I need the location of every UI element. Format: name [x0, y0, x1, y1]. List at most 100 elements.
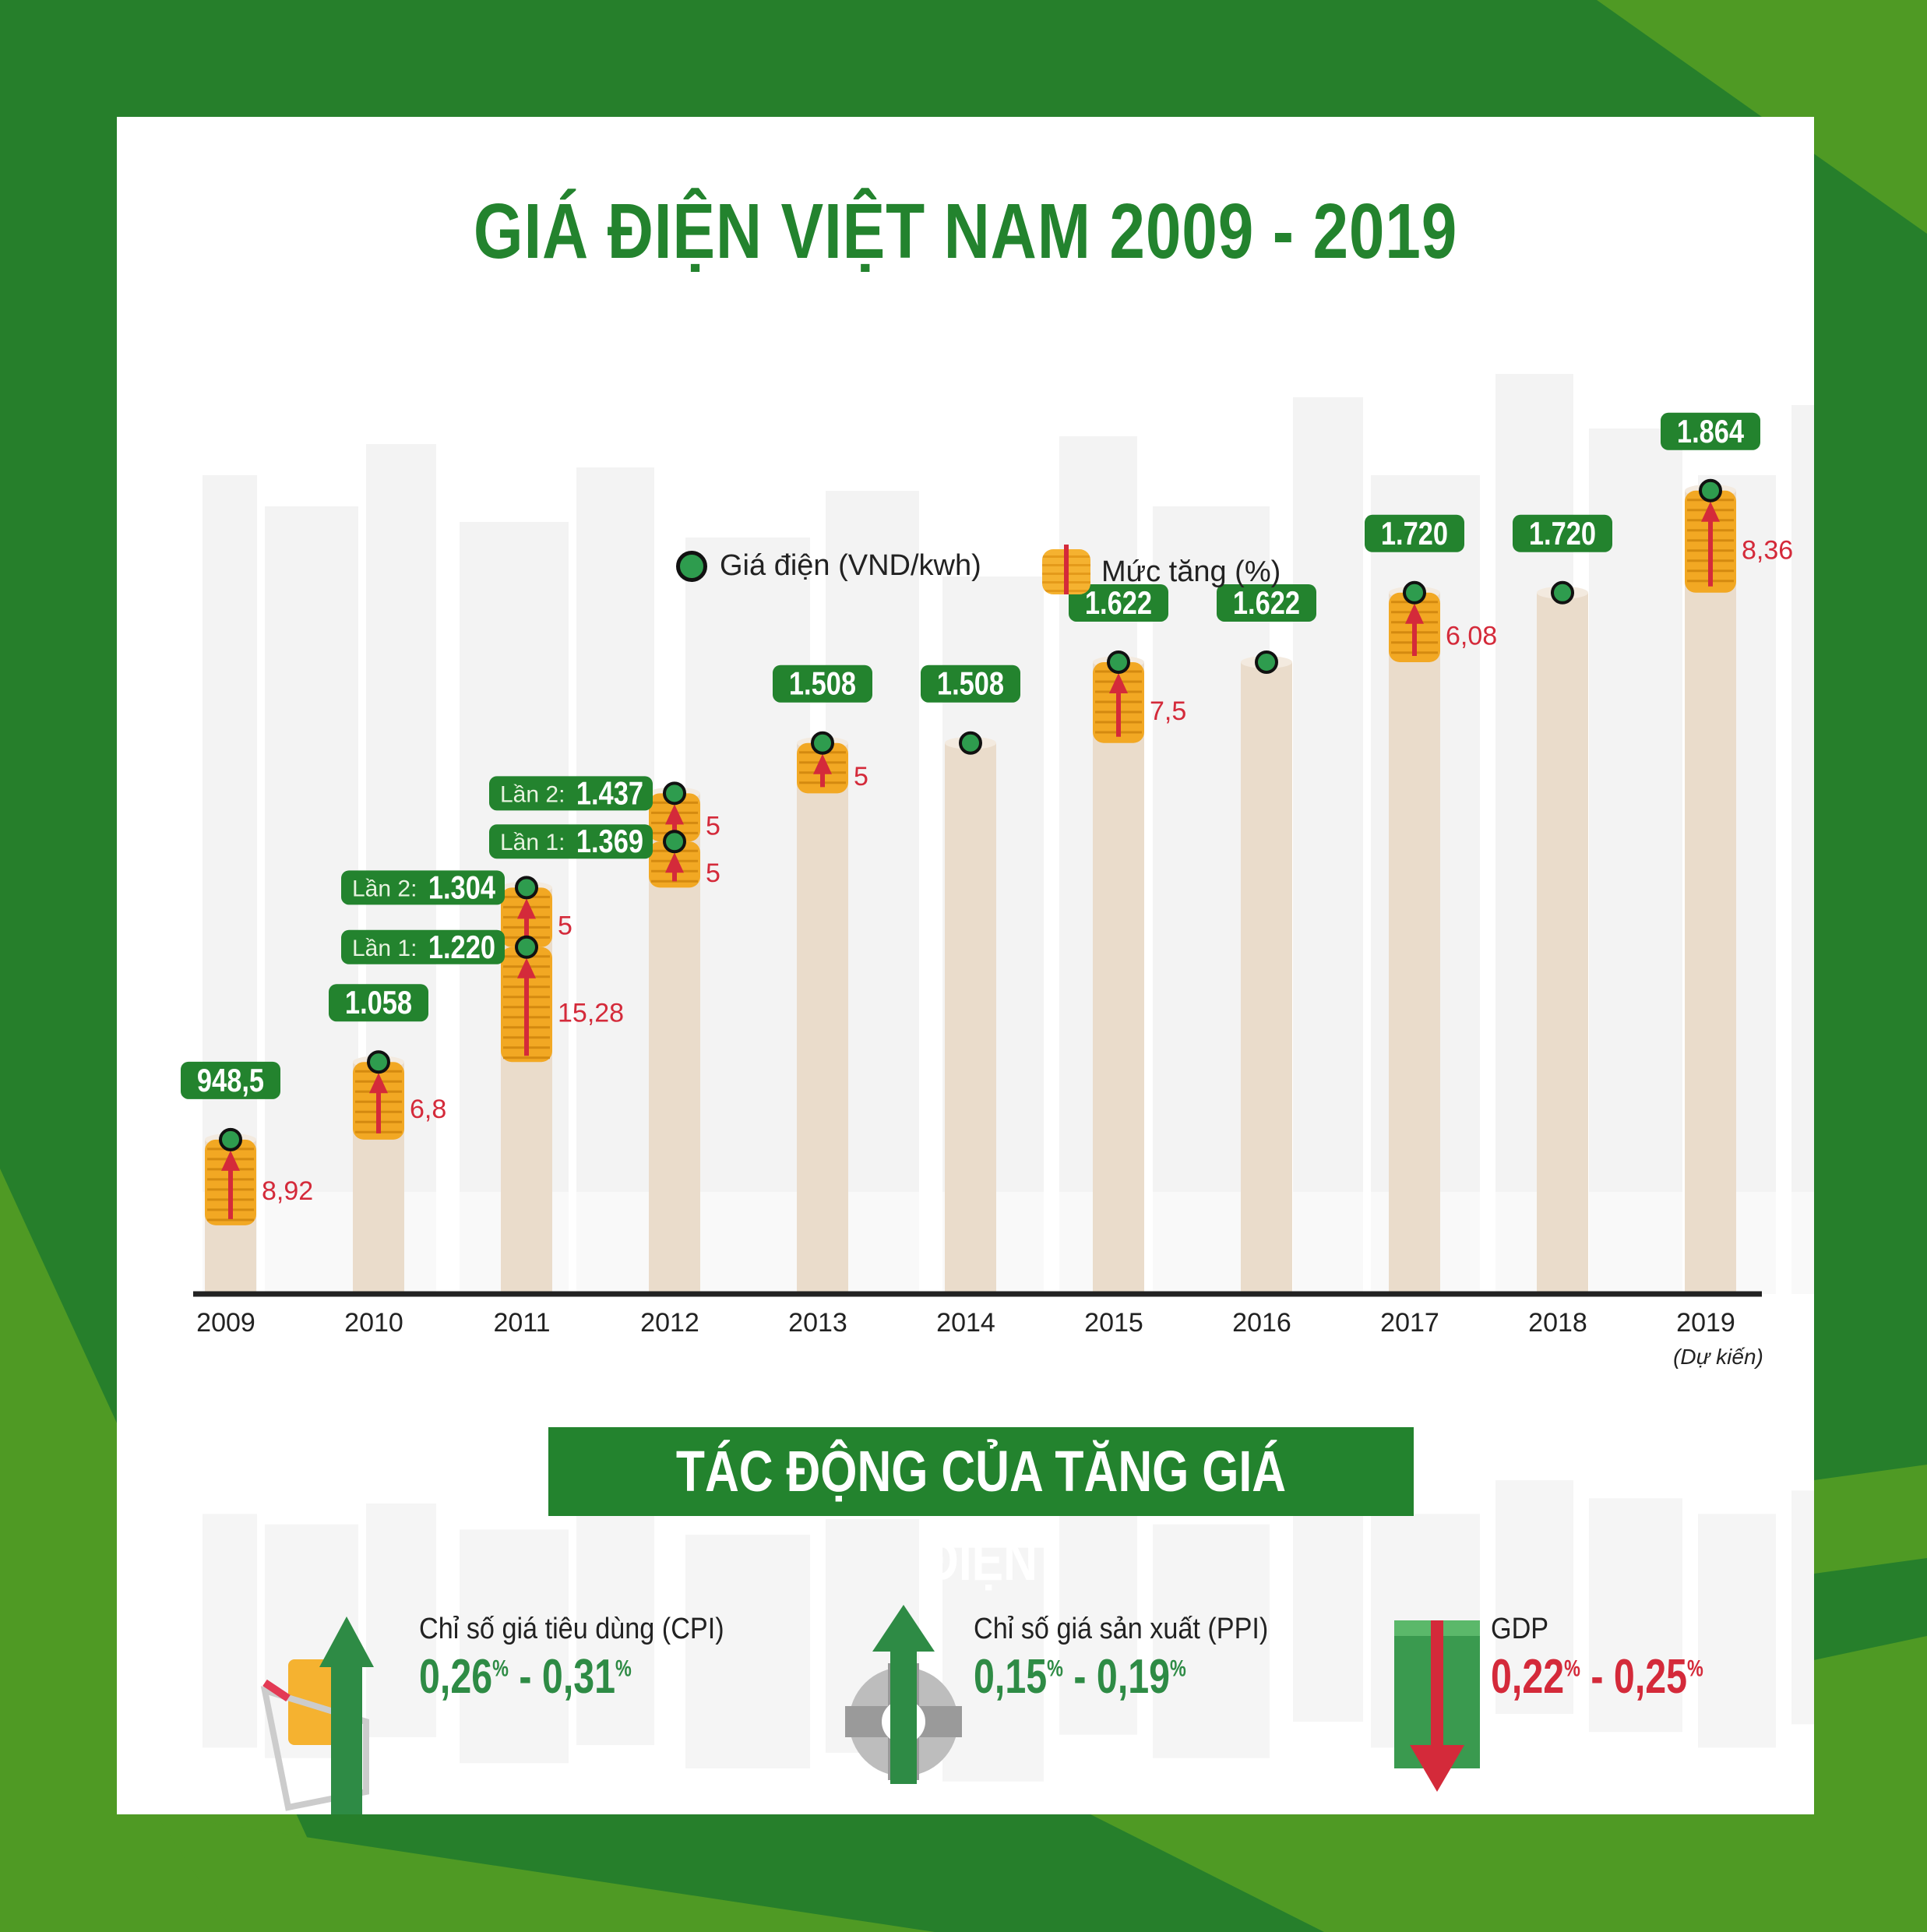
impact-label: Chỉ số giá tiêu dùng (CPI) — [419, 1613, 724, 1645]
price-label-2015: 1.622 — [1085, 585, 1152, 622]
increase-arrowhead — [517, 898, 536, 919]
price-label-2017: 1.720 — [1381, 516, 1448, 552]
price-dot-2013 — [811, 731, 834, 755]
skyline-building — [1589, 428, 1682, 1294]
price-dot-2015 — [1107, 650, 1130, 674]
skyline-building — [1698, 1514, 1776, 1748]
skyline-building — [685, 538, 810, 1294]
x-tick-2017: 2017 — [1380, 1308, 1439, 1338]
x-tick-2016: 2016 — [1232, 1308, 1291, 1338]
price-label-2019: 1.864 — [1677, 414, 1745, 450]
skyline-building — [1791, 1490, 1814, 1725]
skyline-building — [576, 1511, 654, 1745]
price-chart: 8,92 948,5 2009 6,8 1.058 2010 15,28 5 Lần 1: 1.2… — [117, 374, 1814, 1782]
skyline-building — [203, 1514, 257, 1748]
x-tick-2011: 2011 — [493, 1308, 550, 1338]
price-label-2009: 948,5 — [197, 1063, 264, 1099]
increase-label-2011: 15,28 — [558, 999, 624, 1028]
price-label-box — [921, 665, 1020, 703]
skyline-building — [460, 1529, 569, 1764]
skyline-building — [1791, 405, 1814, 1294]
price-label-prefix: Lần 2: — [352, 876, 417, 901]
x-tick-2015: 2015 — [1084, 1308, 1143, 1338]
price-label-box — [489, 776, 653, 811]
increase-label-2009: 8,92 — [262, 1176, 313, 1206]
impact-label: Chỉ số giá sản xuất (PPI) — [974, 1613, 1269, 1645]
price-label-prefix: Lần 1: — [352, 936, 417, 961]
page-title: GIÁ ĐIỆN VIỆT NAM 2009 - 2019 — [473, 188, 1458, 275]
increase-arrowhead — [1405, 603, 1424, 624]
x-tick-2012: 2012 — [640, 1308, 699, 1338]
price-label-box — [1513, 514, 1612, 552]
increase-arrowhead — [665, 852, 684, 873]
price-dot-2011 — [515, 876, 538, 900]
impact-label: GDP — [1491, 1613, 1549, 1645]
skyline-building — [1495, 1480, 1573, 1714]
bg-shape — [1814, 1465, 1927, 1574]
price-label-box — [1661, 412, 1760, 450]
increase-label-2013: 5 — [854, 762, 868, 791]
skyline-building — [576, 467, 654, 1294]
money-stack-icon — [1394, 1620, 1480, 1792]
price-dot-2011 — [515, 935, 538, 959]
skyline-building — [1293, 1488, 1363, 1722]
bar-2013 — [797, 742, 848, 1294]
price-label-box — [181, 1061, 280, 1099]
skyline-building — [685, 1535, 810, 1768]
price-dot-2014 — [959, 731, 982, 755]
increase-label-2017: 6,08 — [1446, 621, 1497, 650]
x-tick-2009: 2009 — [196, 1308, 255, 1338]
impact-value: 0,22% - 0,25% — [1491, 1650, 1703, 1704]
price-dot-2016 — [1255, 650, 1278, 674]
price-label-2011: 1.220 — [428, 929, 495, 966]
impact-heading: TÁC ĐỘNG CỦA TĂNG GIÁ ĐIỆN — [548, 1427, 1414, 1592]
coin-stack-arrow-icon — [1042, 545, 1090, 594]
increase-label-2015: 7,5 — [1150, 696, 1186, 726]
bar-2018 — [1537, 592, 1588, 1294]
skyline-building — [1059, 1500, 1137, 1735]
increase-label-2012: 5 — [706, 811, 720, 841]
price-label-box — [329, 984, 428, 1022]
x-tick-note: (Dự kiến) — [1673, 1345, 1763, 1369]
gear-icon — [845, 1605, 962, 1784]
price-label-prefix: Lần 2: — [500, 781, 565, 807]
price-label-box — [1217, 583, 1316, 622]
price-dot-2018 — [1551, 580, 1574, 605]
price-dot-2019 — [1699, 478, 1722, 502]
bar-2015 — [1093, 661, 1144, 1294]
price-label-box — [489, 824, 653, 859]
increase-label-2019: 8,36 — [1742, 535, 1793, 565]
increase-arrowhead — [1701, 501, 1720, 522]
skyline-building — [1153, 1524, 1270, 1758]
price-label-2018: 1.720 — [1529, 516, 1596, 552]
infographic-card: GIÁ ĐIỆN VIỆT NAM 2009 - 2019 8,92 948,5 2… — [117, 117, 1814, 1814]
increase-arrowhead — [1109, 672, 1128, 693]
price-label-2016: 1.622 — [1233, 585, 1300, 622]
price-label-2013: 1.508 — [789, 666, 856, 703]
skyline-building — [942, 1547, 1044, 1782]
increase-arrowhead — [369, 1073, 388, 1094]
price-label-prefix: Lần 1: — [500, 830, 565, 855]
increase-label-2012: 5 — [706, 858, 720, 888]
legend-increase-label: Mức tăng (%) — [1101, 555, 1281, 588]
price-dot-2012 — [663, 830, 686, 854]
price-label-box — [1365, 514, 1464, 552]
x-tick-2019: 2019 — [1676, 1308, 1735, 1338]
price-label-box — [341, 870, 505, 905]
price-label-box — [1069, 583, 1168, 622]
skyline-building — [1293, 397, 1363, 1294]
x-tick-2018: 2018 — [1528, 1308, 1587, 1338]
price-label-box — [773, 665, 872, 703]
price-dot-2012 — [663, 781, 686, 806]
x-tick-2014: 2014 — [936, 1308, 995, 1338]
impact-value: 0,26% - 0,31% — [419, 1650, 632, 1704]
impact-value: 0,15% - 0,19% — [974, 1650, 1186, 1704]
bar-2014 — [945, 742, 996, 1294]
increase-arrowhead — [221, 1150, 240, 1171]
legend-increase: Mức tăng (%) — [1042, 545, 1281, 594]
price-label-2014: 1.508 — [937, 666, 1004, 703]
price-label-2010: 1.058 — [345, 985, 412, 1021]
bar-2017 — [1389, 592, 1440, 1294]
increase-arrowhead — [517, 957, 536, 978]
x-tick-2013: 2013 — [788, 1308, 847, 1338]
